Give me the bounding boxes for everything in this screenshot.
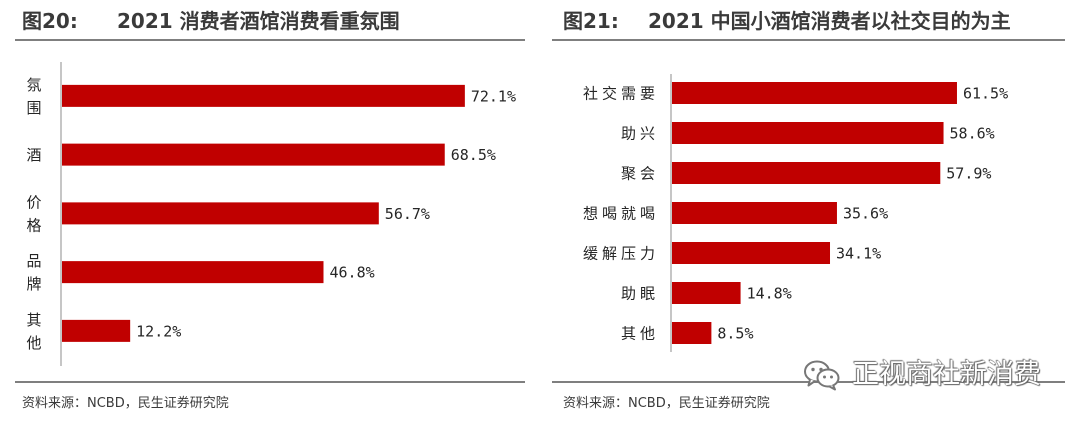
wechat-icon	[804, 360, 840, 391]
source-note: 资料来源：NCBD，民生证券研究院	[563, 396, 770, 411]
bar-chart-svg: 61.5% 社交需要 58.6% 助兴 57.9% 聚会 35.6% 想喝就喝 34.1% 缓解压…	[583, 74, 1008, 352]
value-label-3: 56.7%	[385, 205, 430, 223]
bar-5	[672, 242, 831, 264]
bar-5	[62, 319, 131, 342]
value-label-2: 68.5%	[451, 146, 496, 164]
bar-7	[672, 322, 712, 344]
figure-label: 图20:	[22, 9, 78, 33]
bar-6	[672, 282, 741, 304]
bar-3	[62, 202, 379, 225]
bar-chart-svg: 72.1% 氛围 68.5% 酒 56.7% 价格 46.8% 品牌 12.2% 其他	[26, 62, 516, 366]
chart-panel-21: 图21: 2021 中国小酒馆消费者以社交目的为主 61.5% 社交需要 58.6%…	[540, 0, 1080, 422]
bar-2	[672, 122, 944, 144]
value-label-1: 61.5%	[963, 85, 1008, 103]
title-divider	[15, 39, 525, 41]
bar-3	[672, 162, 941, 184]
figure-label: 图21:	[563, 9, 619, 33]
category-label-6: 助眠	[621, 285, 659, 303]
value-label-2: 58.6%	[950, 125, 995, 143]
bar-4	[672, 202, 837, 224]
value-label-5: 34.1%	[836, 245, 881, 263]
category-label-2: 酒	[26, 146, 41, 164]
category-label-4: 品牌	[26, 252, 41, 293]
category-label-2: 助兴	[621, 125, 659, 143]
source-note: 资料来源：NCBD，民生证券研究院	[22, 396, 229, 411]
category-label-3: 聚会	[621, 165, 659, 183]
watermark-text: 正视商社新消费	[852, 359, 1041, 390]
value-label-5: 12.2%	[136, 322, 181, 340]
value-label-3: 57.9%	[946, 165, 991, 183]
bottom-divider	[15, 381, 525, 383]
category-label-5: 其他	[26, 311, 41, 352]
value-label-4: 46.8%	[329, 264, 374, 282]
category-label-1: 氛围	[26, 76, 41, 117]
chart-title: 2021 消费者酒馆消费看重氛围	[117, 9, 400, 33]
bar-4	[62, 261, 324, 284]
bar-1	[672, 82, 957, 104]
chart-title: 2021 中国小酒馆消费者以社交目的为主	[648, 9, 1011, 33]
value-label-7: 8.5%	[717, 325, 753, 343]
category-label-5: 缓解压力	[583, 245, 659, 263]
chart-panel-20: 图20: 2021 消费者酒馆消费看重氛围 72.1% 氛围 68.5% 酒 56.7%…	[15, 9, 525, 411]
category-label-3: 价格	[26, 193, 41, 234]
bar-2	[62, 143, 445, 166]
bar-1	[62, 84, 465, 107]
category-label-4: 想喝就喝	[583, 205, 659, 223]
title-divider	[552, 39, 1065, 41]
value-label-4: 35.6%	[843, 205, 888, 223]
category-label-1: 社交需要	[583, 85, 659, 103]
value-label-1: 72.1%	[471, 87, 516, 105]
value-label-6: 14.8%	[747, 285, 792, 303]
category-label-7: 其他	[621, 325, 659, 343]
